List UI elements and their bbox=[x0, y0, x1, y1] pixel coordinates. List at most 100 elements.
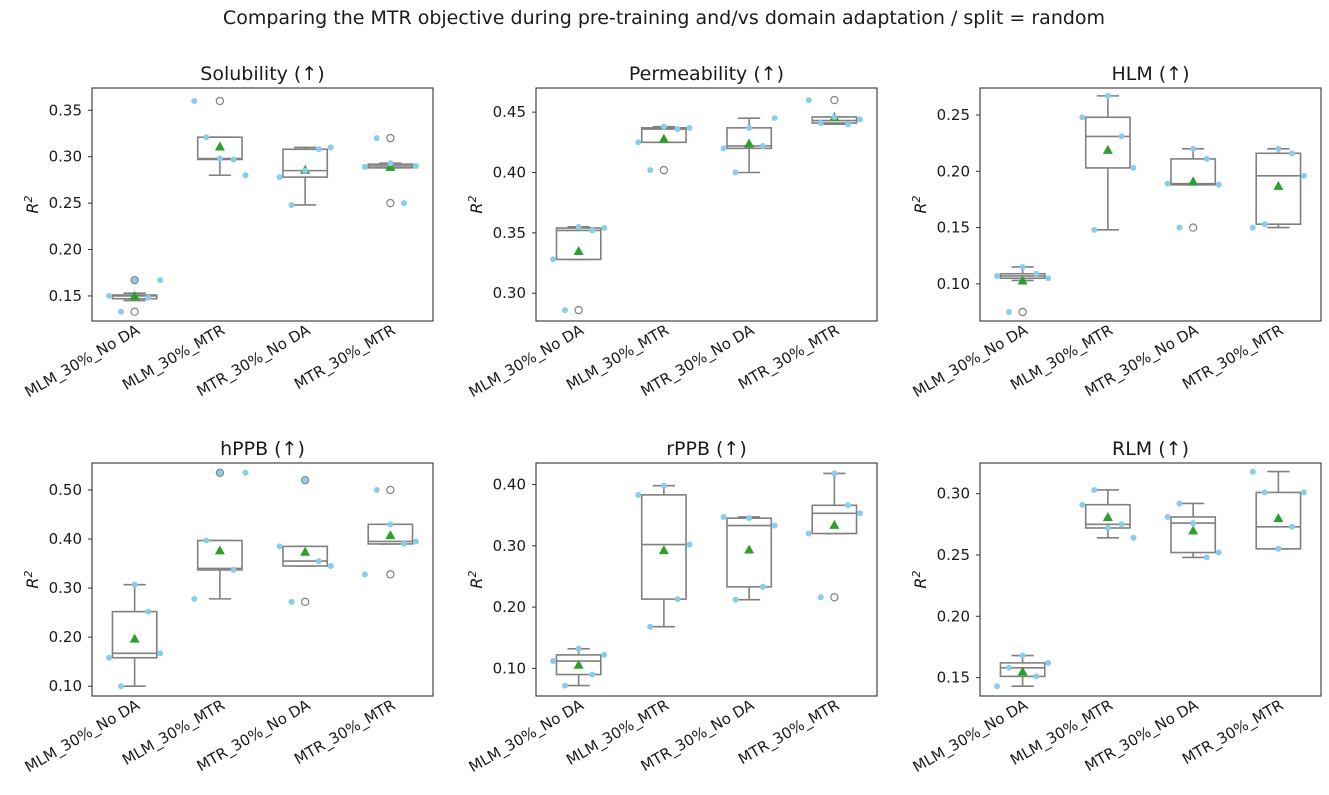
data-point bbox=[805, 97, 812, 104]
data-point bbox=[561, 307, 568, 314]
data-point bbox=[1176, 224, 1183, 231]
outlier-point bbox=[830, 593, 839, 602]
outlier-point bbox=[386, 198, 395, 208]
data-point bbox=[302, 167, 309, 174]
mean-marker bbox=[1102, 144, 1113, 154]
subplot-title: Solubility (↑) bbox=[200, 63, 324, 85]
data-point bbox=[817, 594, 824, 601]
mean-marker bbox=[1188, 525, 1199, 535]
data-point bbox=[994, 272, 1001, 279]
data-point bbox=[1104, 524, 1111, 531]
plot-frame bbox=[91, 87, 434, 322]
data-point bbox=[1289, 523, 1296, 530]
data-point bbox=[856, 116, 863, 123]
data-point bbox=[1261, 221, 1268, 228]
data-point bbox=[1203, 155, 1210, 162]
data-point bbox=[1005, 308, 1012, 315]
iqr-box bbox=[811, 504, 858, 535]
mean-marker bbox=[744, 138, 755, 148]
outlier-point bbox=[386, 485, 395, 495]
data-point bbox=[315, 558, 322, 565]
data-point bbox=[1215, 549, 1222, 556]
data-point bbox=[1033, 270, 1040, 277]
data-point bbox=[216, 155, 223, 162]
y-tick-label: 0.40 bbox=[49, 530, 82, 548]
y-tick-label: 0.15 bbox=[49, 287, 82, 305]
mean-marker bbox=[573, 245, 584, 255]
data-point bbox=[1300, 172, 1307, 179]
y-tick-label: 0.30 bbox=[937, 485, 970, 503]
data-point bbox=[601, 651, 608, 658]
mean-marker bbox=[385, 530, 396, 540]
data-point bbox=[157, 650, 164, 657]
data-point bbox=[575, 223, 582, 230]
subplot-title: RLM (↑) bbox=[1112, 438, 1189, 460]
data-point bbox=[601, 225, 608, 232]
data-point bbox=[994, 683, 1001, 690]
outlier-point bbox=[130, 275, 139, 285]
mean-marker bbox=[658, 133, 669, 143]
y-tick-label: 0.20 bbox=[49, 628, 82, 646]
box-3 bbox=[720, 115, 778, 176]
outlier-point bbox=[1188, 223, 1198, 232]
data-point bbox=[1104, 92, 1111, 99]
mean-marker bbox=[1273, 513, 1284, 523]
data-point bbox=[720, 145, 727, 152]
data-point bbox=[817, 120, 824, 127]
data-point bbox=[1176, 500, 1183, 507]
y-tick-label: 0.35 bbox=[49, 101, 82, 119]
data-point bbox=[203, 134, 210, 141]
data-point bbox=[1275, 545, 1282, 552]
box-3 bbox=[1164, 145, 1222, 232]
data-point bbox=[1275, 145, 1282, 152]
y-tick-label: 0.45 bbox=[493, 103, 526, 121]
box-1 bbox=[106, 275, 164, 316]
data-point bbox=[157, 277, 164, 284]
data-point bbox=[635, 139, 642, 146]
plot-frame bbox=[535, 462, 878, 697]
data-point bbox=[1091, 226, 1098, 233]
y-axis-label: R2 bbox=[910, 195, 930, 213]
y-axis-label: R2 bbox=[22, 195, 42, 213]
box-4 bbox=[361, 485, 419, 579]
data-point bbox=[1079, 501, 1086, 508]
y-tick-label: 0.20 bbox=[493, 598, 526, 616]
data-point bbox=[647, 167, 654, 174]
subplot-2: Permeability (↑)R20.300.350.400.45MLM_30… bbox=[466, 63, 878, 402]
data-point bbox=[401, 540, 408, 547]
data-point bbox=[145, 608, 152, 615]
data-point bbox=[1130, 534, 1137, 541]
data-point bbox=[1190, 520, 1197, 527]
data-point bbox=[831, 470, 838, 477]
data-point bbox=[771, 522, 778, 529]
y-tick-label: 0.40 bbox=[493, 164, 526, 182]
data-point bbox=[242, 172, 249, 179]
box-2 bbox=[191, 468, 249, 602]
data-point bbox=[589, 227, 596, 234]
plot-frame bbox=[979, 462, 1322, 697]
box-1 bbox=[550, 223, 608, 315]
mean-marker bbox=[300, 546, 311, 556]
box-1 bbox=[994, 652, 1052, 690]
data-point bbox=[1249, 468, 1256, 475]
data-point bbox=[660, 123, 667, 130]
data-point bbox=[230, 156, 237, 163]
mean-marker bbox=[214, 545, 225, 555]
y-tick-label: 0.30 bbox=[49, 148, 82, 166]
outlier-point bbox=[386, 570, 395, 579]
data-point bbox=[686, 541, 693, 548]
data-point bbox=[361, 163, 368, 170]
data-point bbox=[1164, 513, 1171, 520]
data-point bbox=[1300, 489, 1307, 496]
data-point bbox=[845, 502, 852, 509]
data-point bbox=[191, 97, 198, 104]
data-point bbox=[1045, 659, 1052, 666]
mean-marker bbox=[1102, 511, 1113, 521]
subplot-title: HLM (↑) bbox=[1111, 63, 1189, 85]
subplot-grid: Solubility (↑)R20.150.200.250.300.35MLM_… bbox=[22, 63, 1322, 777]
y-tick-label: 0.10 bbox=[493, 659, 526, 677]
data-point bbox=[412, 538, 419, 545]
data-point bbox=[1261, 489, 1268, 496]
data-point bbox=[373, 135, 380, 142]
